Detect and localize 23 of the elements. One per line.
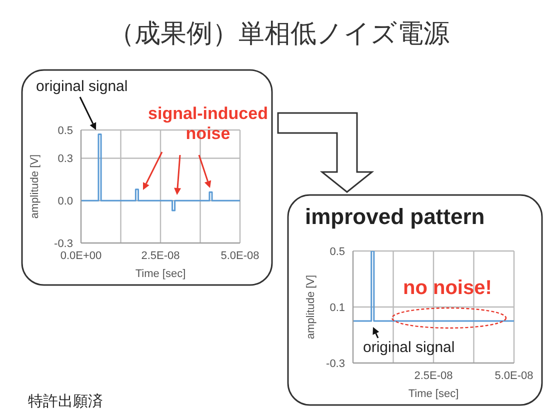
y-tick-label: 0.1 bbox=[330, 302, 345, 314]
x-axis-title: Time [sec] bbox=[408, 388, 459, 400]
text: 特許出願済 bbox=[28, 392, 103, 411]
y-axis-title: amplitude [V] bbox=[28, 154, 41, 219]
x-tick-label: 5.0E-08 bbox=[220, 250, 260, 262]
y-tick-label: -0.3 bbox=[54, 238, 73, 250]
y-tick-label: -0.3 bbox=[326, 358, 345, 370]
text: original signal bbox=[36, 78, 128, 95]
y-tick-label: 0.3 bbox=[58, 153, 73, 166]
y-tick-label: 0.5 bbox=[330, 246, 345, 258]
x-tick-label: 5.0E-08 bbox=[494, 370, 534, 382]
x-tick-label: 0.0E+00 bbox=[60, 250, 102, 262]
chart-title: （成果例）単相低ノイズ電源 bbox=[108, 17, 450, 50]
annotation: original signal bbox=[363, 339, 455, 356]
annotation: no noise! bbox=[403, 277, 492, 300]
x-axis-title: Time [sec] bbox=[135, 268, 186, 280]
y-tick-label: 0.5 bbox=[58, 124, 73, 137]
x-tick-label: 2.5E-08 bbox=[414, 370, 453, 382]
chart-title: improved pattern bbox=[305, 204, 485, 230]
x-tick-label: 2.5E-08 bbox=[141, 250, 180, 262]
y-axis-title: amplitude [V] bbox=[304, 274, 317, 340]
annotation: signal-induced noise bbox=[147, 104, 269, 144]
y-tick-label: 0.0 bbox=[58, 196, 73, 208]
